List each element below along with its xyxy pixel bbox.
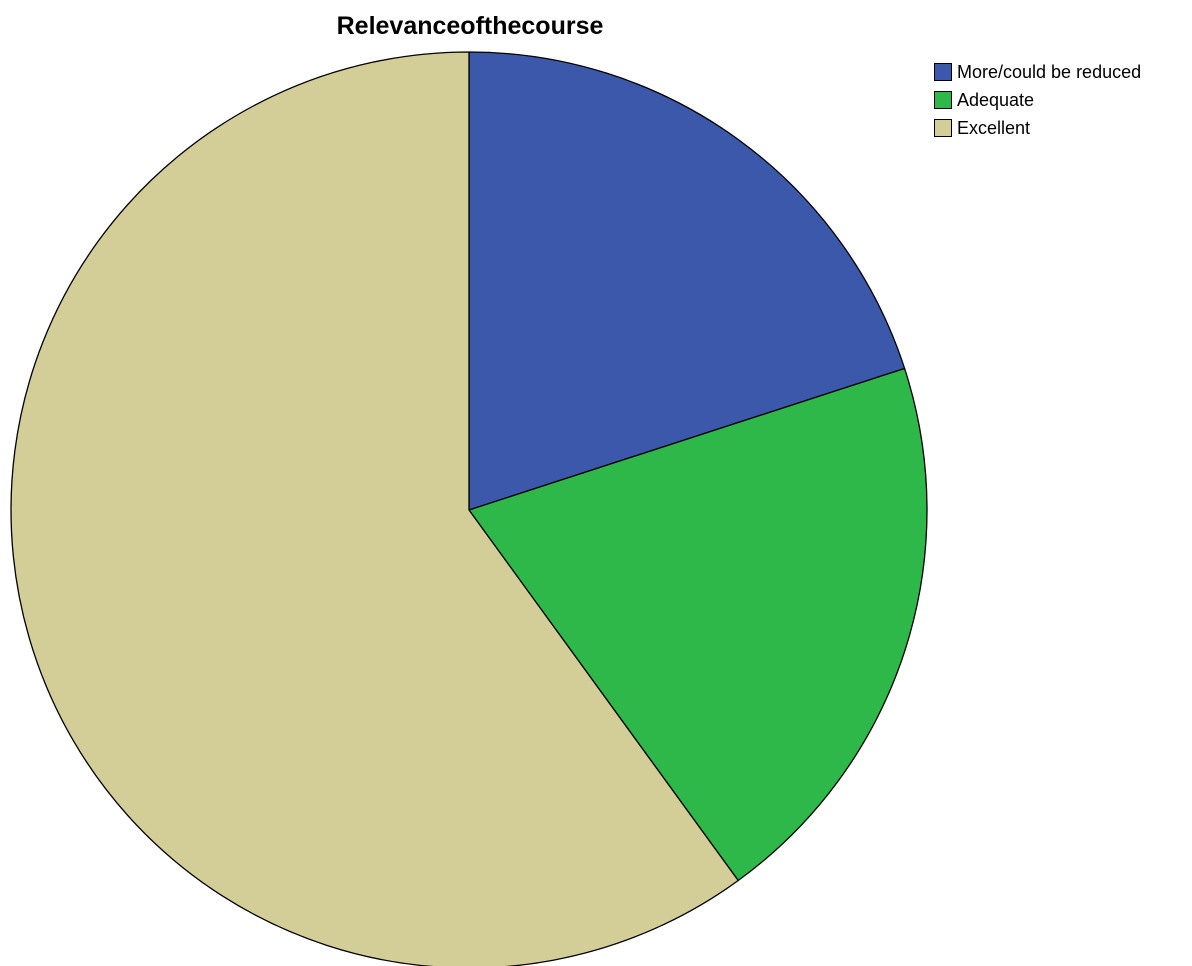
pie-slice-excellent [10, 51, 739, 966]
legend-item-more-could-be-reduced: More/could be reduced [934, 58, 1141, 86]
legend-swatch [934, 91, 952, 109]
legend-label: Excellent [957, 117, 1031, 138]
legend-item-excellent: Excellent [934, 114, 1141, 142]
legend: More/could be reduced Adequate Excellent [934, 58, 1141, 142]
legend-label: More/could be reduced [957, 61, 1142, 82]
pie-slice-adequate [468, 367, 928, 882]
chart-title: Relevanceofthecourse [336, 12, 604, 40]
legend-swatch [934, 119, 952, 137]
pie-slice-more-could-be-reduced [468, 51, 906, 511]
legend-label: Adequate [957, 89, 1035, 110]
legend-item-adequate: Adequate [934, 86, 1141, 114]
legend-swatch [934, 63, 952, 81]
